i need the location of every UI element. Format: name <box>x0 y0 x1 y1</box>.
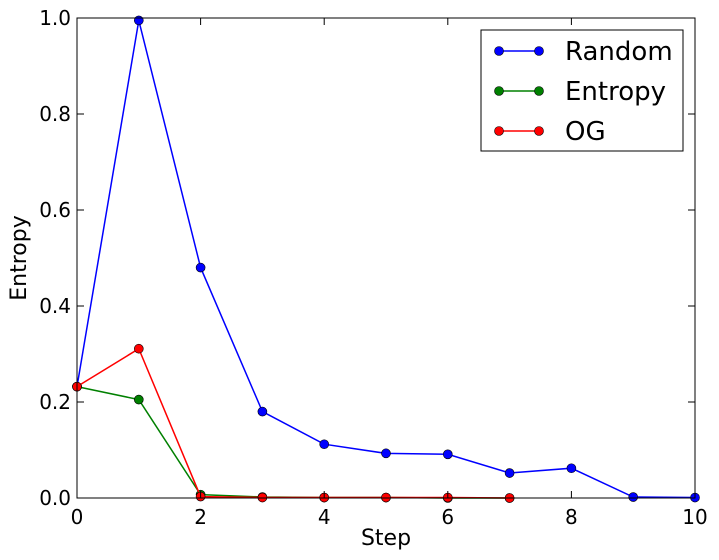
y-tick-label: 0.8 <box>39 102 71 126</box>
y-axis-label: Entropy <box>7 215 32 300</box>
series-line-entropy <box>76 385 510 499</box>
y-tick-label: 0.4 <box>39 294 71 318</box>
x-tick-label: 8 <box>565 505 578 529</box>
data-point-random <box>628 492 639 502</box>
series-entropy <box>72 381 515 503</box>
data-point-random <box>504 468 515 478</box>
legend-marker <box>494 86 504 96</box>
series-random <box>72 15 700 503</box>
data-point-random <box>381 448 391 459</box>
x-tick-label: 0 <box>71 505 84 529</box>
legend-entry-entropy: Entropy <box>494 77 666 107</box>
legend-marker <box>494 126 504 136</box>
axes: 0 2 4 6 8 10 0.0 0.2 0.4 0.6 0.8 1.0 Step Entropy <box>7 6 708 551</box>
data-point-random <box>195 262 206 273</box>
x-axis-label: Step <box>361 526 411 551</box>
x-tick-label: 6 <box>441 505 454 529</box>
series-line-og <box>76 347 510 499</box>
y-tick-label: 0.0 <box>39 486 71 510</box>
y-tick-label: 1.0 <box>39 6 71 30</box>
legend-marker <box>494 46 504 56</box>
data-point-random <box>566 463 577 474</box>
legend-label: OG <box>565 117 606 147</box>
legend-marker <box>534 86 544 96</box>
legend-entry-og: OG <box>494 117 606 147</box>
data-point-entropy <box>134 394 144 405</box>
y-tick-label: 0.2 <box>39 390 71 414</box>
legend-marker <box>534 126 544 136</box>
legend-label: Entropy <box>565 77 666 107</box>
plot-frame <box>76 17 696 499</box>
legend-marker <box>534 46 544 56</box>
x-tick-label: 2 <box>194 505 207 529</box>
data-point-og <box>134 343 144 354</box>
legend-label: Random <box>565 37 673 67</box>
legend: Random Entropy OG <box>480 29 684 152</box>
x-tick-label: 10 <box>682 505 707 529</box>
series-og <box>72 343 515 503</box>
legend-entry-random: Random <box>494 37 673 67</box>
x-tick-label: 4 <box>318 505 331 529</box>
data-point-random <box>257 406 268 417</box>
data-point-random <box>319 439 330 450</box>
data-point-random <box>134 15 144 26</box>
data-point-random <box>442 449 453 460</box>
y-tick-label: 0.6 <box>39 198 71 222</box>
